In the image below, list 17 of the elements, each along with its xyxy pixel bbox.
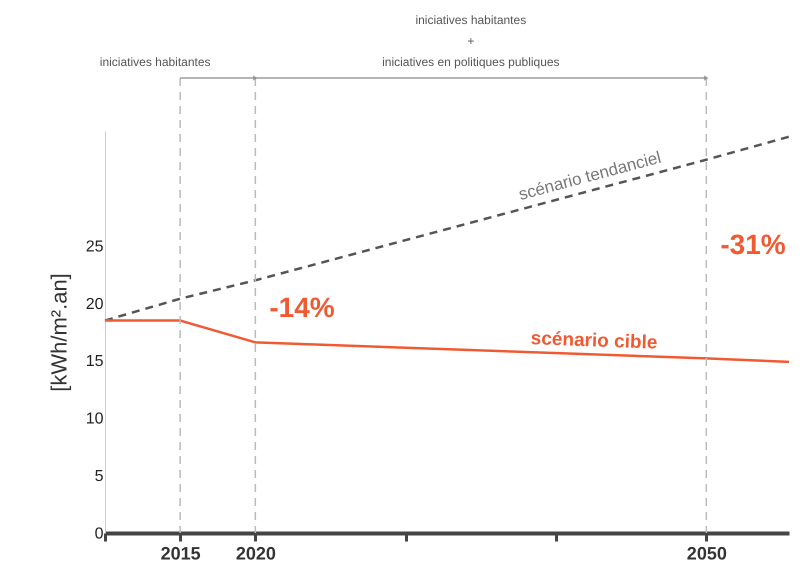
y-tick-label: 0	[94, 526, 104, 542]
line-series	[104, 135, 790, 322]
x-tick-label: 2020	[236, 544, 276, 564]
text: iniciatives habitantes	[100, 55, 211, 69]
y-tick-label: 15	[86, 353, 104, 370]
y-tick-label: 20	[86, 296, 104, 313]
y-tick-label: 5	[94, 468, 104, 486]
y-tick-label: 25	[86, 238, 104, 256]
y-tick-label: 10	[86, 410, 104, 428]
y-axis-title: [kWh/m².an]	[46, 273, 72, 392]
text: iniciatives habitantes + iniciatives en politiques publiques	[382, 13, 560, 69]
x-tick-label: 2050	[686, 544, 727, 564]
annotation: -14%	[269, 292, 335, 324]
annotation: -31%	[720, 228, 786, 260]
x-tick-label: 2015	[160, 544, 201, 564]
series-label: scénario cible	[530, 328, 658, 354]
line-series	[104, 319, 790, 364]
